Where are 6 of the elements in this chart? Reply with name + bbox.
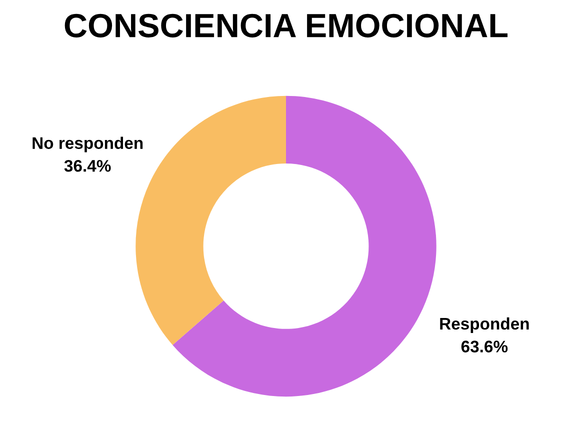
chart-title: CONSCIENCIA EMOCIONAL bbox=[64, 14, 508, 38]
slice-label: Responden bbox=[440, 317, 529, 333]
donut-slice bbox=[172, 96, 436, 397]
data-label: 63.6% bbox=[461, 340, 508, 352]
data-label: 36.4% bbox=[64, 160, 111, 172]
slice-label: No responden bbox=[32, 136, 143, 152]
